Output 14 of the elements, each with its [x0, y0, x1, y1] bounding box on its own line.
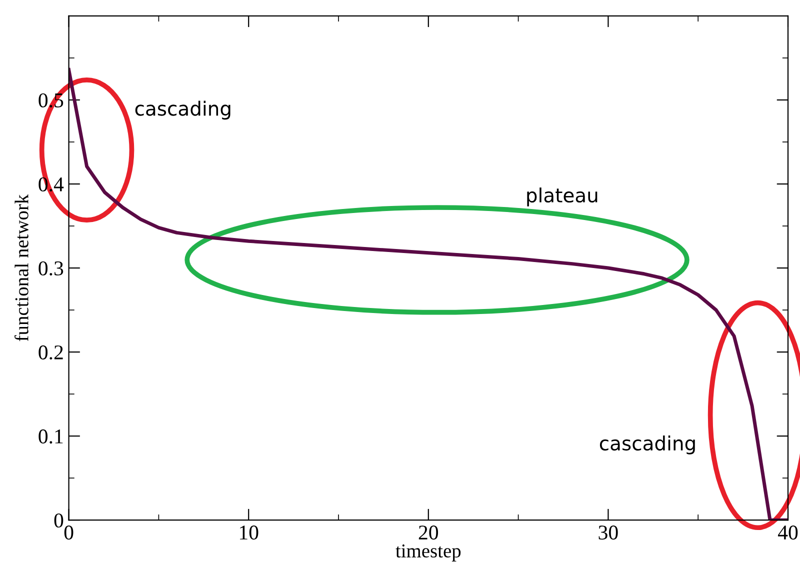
x-tick-label: 30 — [598, 526, 618, 540]
annotation: plateau — [527, 188, 598, 206]
x-tick-label: 40 — [778, 526, 798, 540]
y-tick-label: 0.2 — [38, 345, 63, 360]
annotation: cascading — [600, 436, 695, 454]
x-tick-label: 20 — [418, 526, 438, 540]
y-tick-label: 0.1 — [38, 429, 63, 444]
x-tick-label: 10 — [240, 526, 258, 540]
y-tick-label: 0 — [54, 513, 64, 528]
y-axis-title: functional network — [14, 194, 28, 342]
x-tick-label: 0 — [64, 526, 74, 540]
x-axis-title: timestep — [396, 544, 461, 562]
annotation: cascading — [135, 100, 230, 120]
y-tick-label: 0.3 — [38, 261, 64, 276]
